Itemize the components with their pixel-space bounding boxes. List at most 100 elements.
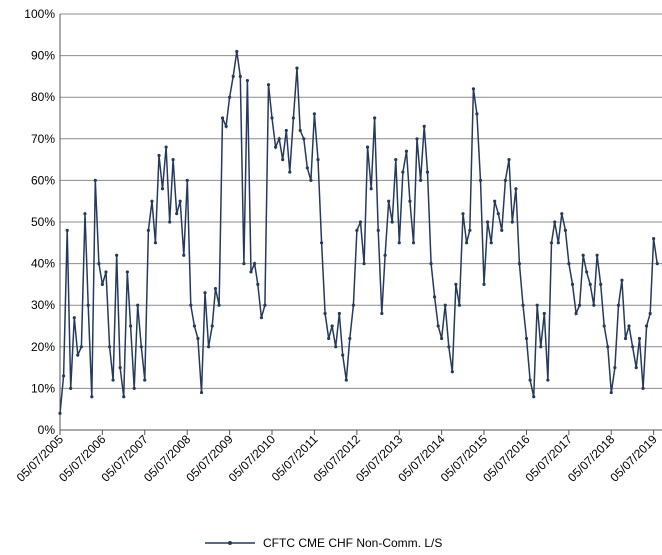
point [351,303,355,307]
point [464,241,469,245]
point [524,336,529,341]
y-tick-label: 100% [24,7,55,21]
point [532,395,536,399]
point [171,158,175,162]
point [150,199,154,203]
point [390,220,394,224]
point [376,228,380,232]
point [256,282,260,286]
point [341,353,345,357]
point [599,282,603,286]
point [644,324,649,328]
point [266,83,271,87]
point [595,253,599,257]
point [503,178,507,182]
point [585,270,589,274]
point [528,378,532,382]
y-tick-label: 20% [31,340,55,354]
point [274,145,278,149]
point [478,178,483,182]
point [213,286,218,291]
point [132,386,136,390]
point [493,199,497,203]
point [397,241,401,245]
point [567,262,571,266]
point [620,278,624,282]
point [365,145,370,149]
point [291,116,295,120]
point [574,311,578,316]
point [581,253,585,257]
point [408,199,412,203]
point [563,228,568,232]
point [486,220,490,224]
point [252,262,257,266]
point [83,212,87,216]
point [613,366,617,370]
point [115,253,119,257]
point [631,345,635,349]
point [249,270,253,274]
point [281,158,285,162]
y-tick-label: 50% [31,215,55,229]
point [111,378,115,382]
point [358,220,363,224]
y-tick-label: 90% [31,49,55,63]
point [199,390,204,395]
point [641,386,645,390]
point [125,270,129,274]
point [546,378,550,382]
point [542,311,546,316]
point [79,345,83,349]
point [327,336,331,341]
point [454,282,458,286]
point [263,303,267,307]
point [65,228,69,232]
y-tick-label: 30% [31,298,55,312]
point [122,395,126,399]
point [210,324,214,328]
point [475,112,479,116]
point [422,124,426,128]
point [482,282,486,286]
point [570,282,575,286]
y-tick-label: 40% [31,257,55,271]
point [535,303,539,307]
point [337,311,341,316]
point [319,241,324,245]
point [655,262,659,266]
point [178,199,182,203]
point [447,345,451,349]
point [259,316,264,320]
point [432,295,437,299]
point [309,178,313,182]
point [220,116,225,120]
point [323,311,327,316]
point [302,137,306,141]
legend-label: CFTC CME CHF Non-Comm. L/S [263,536,442,550]
point [489,241,493,245]
point [577,303,582,307]
point [521,303,525,307]
point [228,95,232,99]
point [277,137,281,141]
point [348,336,352,341]
point [517,262,522,266]
point [383,253,387,257]
point [652,237,656,241]
point [394,158,398,162]
point [425,170,430,174]
point [118,366,122,370]
point [207,345,211,349]
point [616,303,621,307]
point [168,220,172,224]
point [401,170,405,174]
point [305,166,309,170]
point [510,220,514,224]
point [104,270,108,274]
point [496,212,500,216]
series-line [59,51,658,414]
point [242,262,246,266]
point [380,311,384,316]
point [471,87,476,91]
